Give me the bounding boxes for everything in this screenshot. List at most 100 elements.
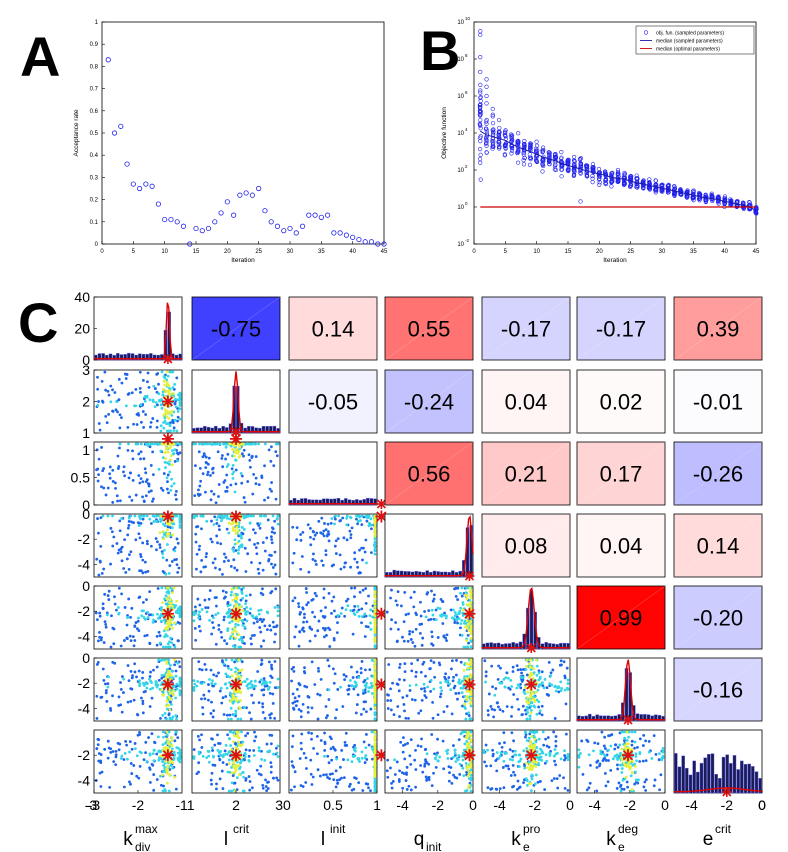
scatter-point	[266, 628, 269, 632]
scatter-point	[469, 697, 473, 700]
scatter-point	[420, 622, 424, 626]
scatter-point	[170, 560, 174, 563]
scatter-point	[242, 705, 246, 709]
scatter-point	[100, 636, 103, 640]
scatter-point	[422, 660, 426, 664]
scatter-point	[550, 683, 553, 687]
scatter-point	[460, 586, 464, 590]
scatter-point	[266, 518, 270, 522]
scatter-point	[453, 621, 457, 625]
scatter-point	[270, 712, 273, 716]
scatter-point	[118, 499, 122, 503]
scatter-point	[215, 518, 219, 522]
scatter-point	[240, 526, 244, 529]
scatter-point	[114, 408, 118, 412]
scatter-point	[273, 550, 277, 554]
scatter-point	[297, 708, 301, 711]
scatter-point	[258, 618, 262, 622]
scatter-point	[274, 497, 278, 501]
scatter-point	[212, 709, 216, 713]
scatter-point	[267, 660, 271, 664]
scatter-point	[322, 587, 326, 591]
scatter-point	[102, 486, 106, 490]
scatter-point	[194, 464, 197, 468]
objective-outlier	[490, 114, 495, 119]
scatter-point	[129, 669, 133, 673]
scatter-point	[416, 658, 420, 662]
scatter-point	[237, 548, 240, 552]
matrix-cell-1-6: -0.01	[673, 369, 763, 434]
scatter-point	[335, 708, 338, 712]
scatter-point	[233, 645, 237, 649]
scatter-point	[226, 674, 230, 678]
scatter-point	[338, 519, 342, 523]
scatter-point	[246, 480, 250, 483]
data-point	[243, 190, 249, 196]
optimum-star	[161, 510, 174, 523]
scatter-point	[250, 454, 254, 458]
scatter-point	[370, 527, 373, 531]
scatter-point	[349, 679, 352, 682]
scatter-point	[354, 711, 358, 715]
scatter-point	[213, 557, 217, 561]
scatter-point	[529, 704, 533, 708]
scatter-point	[126, 526, 130, 530]
scatter-point	[136, 713, 140, 717]
scatter-point	[234, 604, 238, 608]
scatter-point	[175, 514, 179, 518]
y-tick-label: 0.6	[90, 109, 99, 115]
scatter-point	[228, 517, 231, 521]
x-tick-label: 40	[721, 249, 728, 255]
scatter-point	[231, 547, 235, 551]
data-point	[324, 212, 331, 218]
objective-point	[577, 156, 583, 161]
scatter-point	[234, 636, 238, 640]
scatter-point	[250, 614, 254, 618]
scatter-point	[206, 442, 210, 446]
scatter-point	[324, 553, 328, 557]
scatter-point	[206, 462, 210, 466]
scatter-point	[417, 711, 421, 715]
scatter-point	[225, 514, 229, 518]
scatter-point	[117, 377, 121, 381]
scatter-point	[161, 390, 165, 394]
scatter-point	[173, 382, 177, 386]
scatter-point	[231, 448, 235, 451]
histogram-bar	[358, 499, 363, 506]
scatter-point	[109, 384, 113, 388]
scatter-point	[204, 606, 208, 610]
scatter-point	[141, 702, 145, 706]
scatter-point	[497, 705, 500, 709]
scatter-point	[127, 476, 131, 480]
scatter-point	[357, 571, 361, 575]
histogram-frame	[191, 369, 281, 434]
scatter-point	[235, 448, 238, 452]
scatter-point	[270, 481, 273, 484]
scatter-point	[268, 681, 272, 684]
scatter-point	[106, 594, 110, 597]
objective-point	[571, 154, 577, 160]
scatter-point	[307, 570, 311, 574]
scatter-point	[540, 713, 544, 717]
scatter-point	[163, 548, 166, 552]
scatter-point	[524, 668, 528, 672]
matrix-cell-3-4: 0.08	[481, 513, 571, 578]
scatter-point	[130, 676, 134, 680]
scatter-point	[356, 522, 359, 526]
scatter-point	[173, 549, 177, 553]
scatter-point	[222, 442, 226, 446]
scatter-point	[130, 391, 134, 395]
scatter-point	[178, 520, 182, 524]
scatter-point	[178, 693, 182, 697]
scatter-point	[365, 681, 368, 685]
scatter-point	[214, 613, 218, 617]
scatter-point	[355, 560, 359, 564]
scatter-point	[165, 476, 169, 480]
scatter-point	[116, 410, 119, 414]
scatter-point	[300, 555, 304, 558]
scatter-point	[258, 626, 262, 629]
scatter-point	[147, 490, 151, 494]
scatter-point	[149, 464, 153, 467]
scatter-point	[234, 458, 237, 462]
scatter-point	[159, 619, 163, 623]
